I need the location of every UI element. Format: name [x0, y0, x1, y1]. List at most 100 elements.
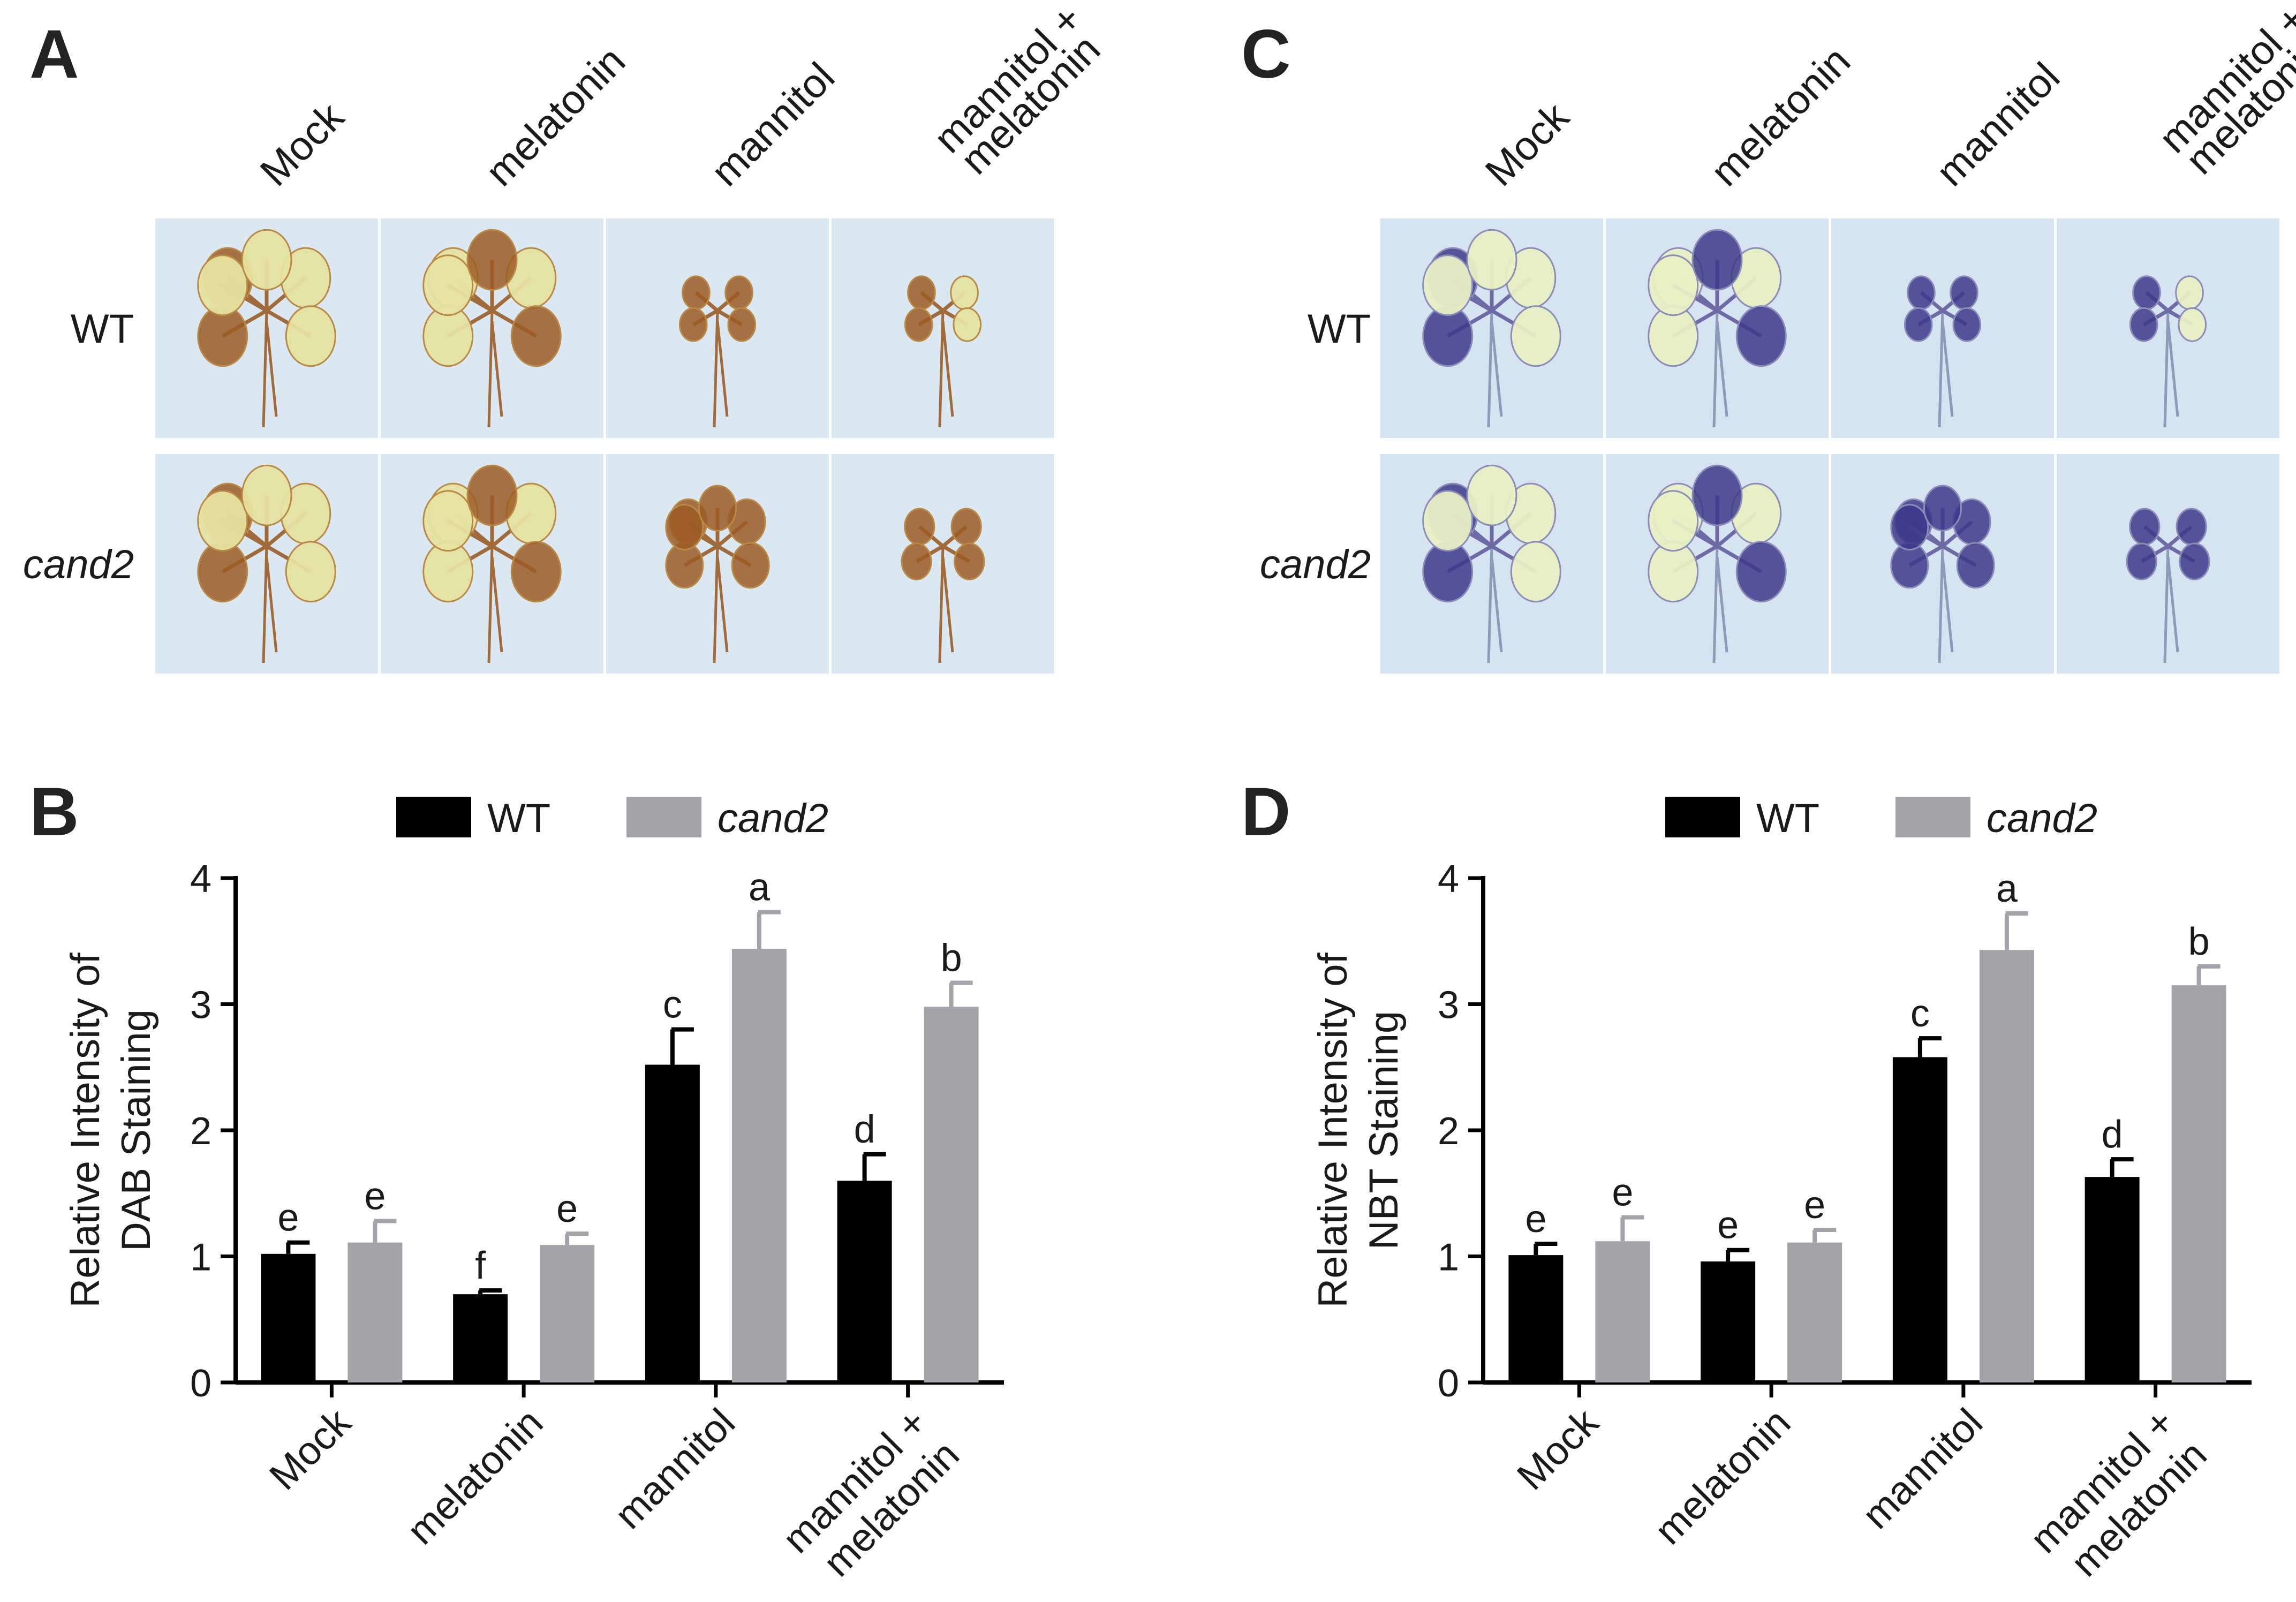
seedling-photo-wt-2: [606, 218, 829, 438]
seedling-photo-wt-1: [381, 218, 603, 438]
significance-letter: c: [663, 984, 682, 1026]
significance-letter: c: [1910, 992, 1930, 1035]
y-axis-label-line2: NBT Staining: [1361, 1011, 1407, 1250]
y-tick-label: 1: [190, 1236, 212, 1279]
y-axis-label-line1: Relative Intensity of: [1310, 953, 1356, 1308]
row-label-wt: WT: [1308, 306, 1371, 352]
significance-letter: d: [854, 1108, 875, 1151]
seedling-photo-wt-0: [1380, 218, 1603, 438]
y-tick-label: 4: [190, 858, 212, 901]
legend-label-wt: WT: [1756, 796, 1819, 841]
leaf: [698, 485, 737, 532]
seedling-photo-cand2-1: [381, 454, 603, 674]
leaf: [197, 254, 248, 316]
leaf: [2132, 275, 2161, 310]
leaf: [953, 307, 982, 342]
bar-wt-0: [1508, 1255, 1564, 1382]
bar-cand2-0: [1595, 1241, 1650, 1382]
leaf: [907, 275, 936, 310]
significance-letter: b: [941, 936, 962, 979]
leaf: [285, 305, 336, 367]
bar-cand2-3: [924, 1007, 979, 1382]
leaf: [724, 275, 753, 310]
significance-letter: e: [1804, 1184, 1825, 1227]
seedling-photo-wt-3: [832, 218, 1054, 438]
leaf: [1648, 490, 1699, 552]
root: [1938, 311, 1954, 428]
leaf: [1691, 464, 1743, 526]
significance-letter: d: [2102, 1113, 2123, 1156]
legend-swatch-wt: [396, 797, 471, 837]
bar-wt-2: [1892, 1057, 1947, 1382]
seedling-photo-wt-1: [1606, 218, 1829, 438]
panel-label-b: B: [29, 774, 79, 850]
seedling-photo-wt-2: [1831, 218, 2054, 438]
leaf: [2178, 307, 2207, 342]
leaf: [682, 275, 711, 310]
seedling-photo-cand2-0: [155, 454, 378, 674]
leaf: [2179, 542, 2210, 580]
significance-letter: e: [277, 1197, 299, 1240]
panel-label-c: C: [1241, 16, 1290, 93]
leaf: [678, 307, 708, 342]
legend-label-cand2: cand2: [1987, 796, 2097, 841]
leaf: [950, 508, 982, 546]
bar-cand2-2: [1979, 950, 2034, 1382]
bar-wt-1: [1701, 1261, 1756, 1382]
leaf: [904, 307, 933, 342]
leaf: [1952, 307, 1982, 342]
seedling-photo-wt-3: [2057, 218, 2279, 438]
seedling-photo-cand2-3: [832, 454, 1054, 674]
leaf: [241, 229, 292, 291]
leaf: [1466, 229, 1517, 291]
column-header-1: melatonin: [477, 38, 634, 195]
leaf: [2175, 275, 2204, 310]
seedling-photo-cand2-2: [1831, 454, 2054, 674]
legend-label-wt: WT: [487, 796, 550, 841]
x-tick-label: Mock: [261, 1400, 359, 1498]
x-tick-label: mannitol: [606, 1400, 743, 1537]
leaf: [285, 541, 336, 603]
seedling-photo-wt-0: [155, 218, 378, 438]
leaf: [241, 464, 292, 526]
leaf: [727, 307, 757, 342]
significance-letter: e: [1525, 1198, 1546, 1241]
leaf: [1691, 229, 1743, 291]
leaf: [1422, 254, 1474, 316]
significance-letter: e: [1717, 1204, 1739, 1247]
leaf: [1923, 485, 1962, 532]
row-label-wt: WT: [71, 306, 134, 352]
seedling-photo-cand2-0: [1380, 454, 1603, 674]
significance-letter: a: [1996, 867, 2018, 910]
root: [938, 311, 954, 428]
leaf: [466, 229, 518, 291]
x-tick-label: melatonin: [398, 1400, 552, 1553]
bar-cand2-1: [1787, 1242, 1842, 1382]
leaf: [1422, 490, 1474, 552]
leaf: [1950, 275, 1978, 310]
significance-letter: a: [749, 866, 771, 909]
y-axis-label-line1: Relative Intensity of: [63, 953, 108, 1308]
panel-label-a: A: [29, 16, 79, 93]
root: [262, 546, 278, 663]
root: [262, 311, 278, 428]
leaf: [1904, 307, 1933, 342]
significance-letter: f: [475, 1244, 486, 1287]
root: [487, 311, 503, 428]
column-header-2: mannitol: [1928, 54, 2068, 195]
y-tick-label: 3: [1438, 984, 1459, 1027]
leaf: [2129, 307, 2158, 342]
leaf: [197, 490, 248, 552]
x-tick-label: mannitol: [1854, 1400, 1991, 1537]
root: [487, 546, 503, 663]
leaf: [510, 305, 562, 367]
root: [713, 311, 729, 428]
bar-wt-3: [2084, 1177, 2140, 1382]
bar-cand2-2: [731, 948, 787, 1382]
root: [1487, 311, 1503, 428]
bar-cand2-3: [2171, 985, 2226, 1382]
leaf: [1907, 275, 1936, 310]
leaf: [731, 542, 770, 589]
legend-swatch-cand2: [1895, 797, 1970, 837]
leaf: [665, 504, 704, 551]
